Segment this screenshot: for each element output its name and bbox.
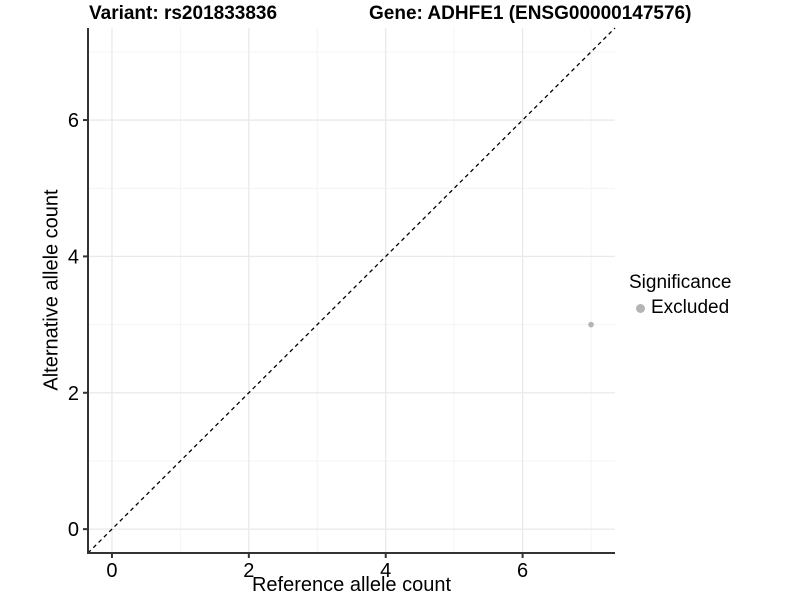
data-points: [588, 321, 594, 328]
tick-marks: [83, 119, 524, 558]
tick-labels: 0 2 4 6 0 2 4 6: [68, 110, 528, 582]
x-tick-label: 6: [517, 560, 528, 582]
y-tick-label: 0: [68, 519, 79, 541]
legend: Significance Excluded: [629, 272, 731, 319]
x-tick-label: 2: [243, 560, 254, 582]
y-tick-label: 4: [68, 246, 79, 268]
legend-item-label: Excluded: [651, 297, 730, 318]
legend-title: Significance: [629, 272, 732, 293]
x-axis-title: Reference allele count: [251, 574, 451, 596]
grid-major: [88, 28, 615, 553]
variant-title: Variant: rs201833836: [89, 3, 278, 24]
y-axis-title: Alternative allele count: [40, 189, 63, 391]
reference-line: [87, 27, 616, 554]
axes: [87, 28, 615, 554]
x-tick-label: 4: [380, 560, 391, 582]
legend-item-excluded: Excluded: [629, 297, 731, 319]
data-point: [588, 321, 594, 328]
y-tick-label: 6: [68, 110, 79, 132]
identity-line: [87, 27, 616, 554]
grid-minor: [88, 28, 615, 553]
x-tick-label: 0: [106, 560, 117, 582]
y-tick-label: 2: [68, 383, 79, 405]
axis-lines: [87, 28, 615, 554]
gene-title: Gene: ADHFE1 (ENSG00000147576): [369, 3, 692, 24]
legend-key-dot-icon: [636, 303, 645, 313]
